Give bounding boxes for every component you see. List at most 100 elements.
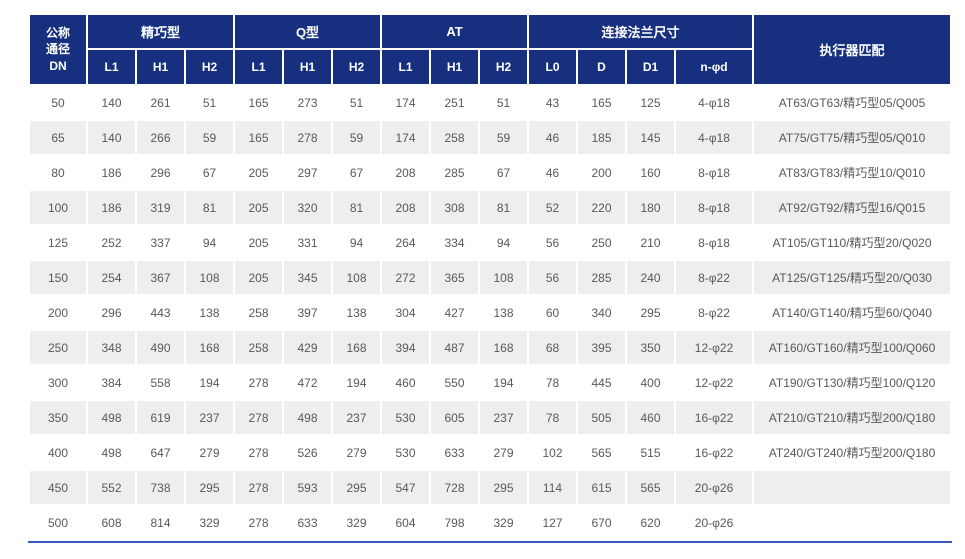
table-row: 200 296 443 138 258 397 138 304 427 138 60 340 295 8-… — [30, 296, 951, 329]
table-row: 350 498 619 237 278 498 237 530 605 237 78 505 460 16… — [30, 401, 951, 434]
value-cell: 490 — [137, 331, 184, 364]
table-row: 65 140 266 59 165 278 59 174 258 59 46 185 145 4-φ18 A… — [30, 121, 951, 154]
value-cell: 81 — [480, 191, 527, 224]
value-cell: 194 — [333, 366, 380, 399]
value-cell: 138 — [186, 296, 233, 329]
value-cell: 526 — [284, 436, 331, 469]
value-cell: 728 — [431, 471, 478, 504]
value-cell: 498 — [284, 401, 331, 434]
header-group-jingqiao: 精巧型 — [88, 15, 233, 48]
value-cell: 320 — [284, 191, 331, 224]
value-cell: 279 — [333, 436, 380, 469]
actuator-cell: AT160/GT160/精巧型100/Q060 — [754, 331, 951, 364]
value-cell: 304 — [382, 296, 429, 329]
value-cell: 208 — [382, 156, 429, 189]
value-cell: 605 — [431, 401, 478, 434]
value-cell: 67 — [480, 156, 527, 189]
value-cell: 237 — [333, 401, 380, 434]
table-row: 500 608 814 329 278 633 329 604 798 329 127 670 620 2… — [30, 506, 951, 539]
value-cell: 205 — [235, 226, 282, 259]
value-cell: 165 — [235, 86, 282, 119]
value-cell: 348 — [88, 331, 135, 364]
header-jingqiao-h1: H1 — [137, 50, 184, 84]
value-cell: 296 — [88, 296, 135, 329]
value-cell: 145 — [627, 121, 674, 154]
actuator-cell: AT190/GT130/精巧型100/Q120 — [754, 366, 951, 399]
value-cell: 329 — [480, 506, 527, 539]
value-cell: 8-φ18 — [676, 191, 753, 224]
value-cell: 205 — [235, 191, 282, 224]
header-group-row: 公称 通径 DN 精巧型 Q型 AT 连接法兰尺寸 执行器匹配 — [30, 15, 951, 84]
value-cell: 4-φ18 — [676, 121, 753, 154]
header-at-h1: H1 — [431, 50, 478, 84]
value-cell: 272 — [382, 261, 429, 294]
table-header: 公称 通径 DN 精巧型 Q型 AT 连接法兰尺寸 执行器匹配 L1 H1 H2… — [30, 15, 951, 84]
value-cell: 334 — [431, 226, 478, 259]
value-cell: 67 — [186, 156, 233, 189]
value-cell: 140 — [88, 121, 135, 154]
actuator-cell: AT105/GT110/精巧型20/Q020 — [754, 226, 951, 259]
value-cell: 394 — [382, 331, 429, 364]
header-group-q-type: Q型 — [235, 15, 380, 48]
dn-cell: 100 — [30, 191, 86, 224]
value-cell: 472 — [284, 366, 331, 399]
value-cell: 429 — [284, 331, 331, 364]
value-cell: 296 — [137, 156, 184, 189]
value-cell: 273 — [284, 86, 331, 119]
value-cell: 258 — [431, 121, 478, 154]
value-cell: 350 — [627, 331, 674, 364]
table-body: 50 140 261 51 165 273 51 174 251 51 43 165 125 4-φ18 A… — [30, 86, 951, 539]
dn-cell: 200 — [30, 296, 86, 329]
value-cell: 56 — [529, 261, 576, 294]
value-cell: 174 — [382, 86, 429, 119]
value-cell: 615 — [578, 471, 625, 504]
value-cell: 604 — [382, 506, 429, 539]
value-cell: 565 — [578, 436, 625, 469]
header-flange-d: D — [578, 50, 625, 84]
dn-cell: 350 — [30, 401, 86, 434]
value-cell: 278 — [235, 401, 282, 434]
value-cell: 266 — [137, 121, 184, 154]
value-cell: 278 — [235, 471, 282, 504]
header-flange-d1: D1 — [627, 50, 674, 84]
dn-cell: 125 — [30, 226, 86, 259]
value-cell: 102 — [529, 436, 576, 469]
actuator-cell: AT210/GT210/精巧型200/Q180 — [754, 401, 951, 434]
value-cell: 12-φ22 — [676, 366, 753, 399]
value-cell: 498 — [88, 436, 135, 469]
value-cell: 814 — [137, 506, 184, 539]
actuator-cell: AT63/GT63/精巧型05/Q005 — [754, 86, 951, 119]
value-cell: 633 — [284, 506, 331, 539]
actuator-cell: AT125/GT125/精巧型20/Q030 — [754, 261, 951, 294]
value-cell: 165 — [235, 121, 282, 154]
value-cell: 633 — [431, 436, 478, 469]
value-cell: 108 — [333, 261, 380, 294]
dn-cell: 500 — [30, 506, 86, 539]
header-sub-row: L1 H1 H2 L1 H1 H2 L1 H1 H2 L0 D D1 n-φd — [30, 50, 950, 84]
value-cell: 285 — [431, 156, 478, 189]
table-row: 250 348 490 168 258 429 168 394 487 168 68 395 350 12… — [30, 331, 951, 364]
value-cell: 278 — [235, 366, 282, 399]
value-cell: 8-φ18 — [676, 156, 753, 189]
value-cell: 8-φ18 — [676, 226, 753, 259]
valve-spec-table-container: 公称 通径 DN 精巧型 Q型 AT 连接法兰尺寸 执行器匹配 L1 H1 H2… — [28, 13, 953, 543]
value-cell: 251 — [431, 86, 478, 119]
value-cell: 345 — [284, 261, 331, 294]
value-cell: 94 — [186, 226, 233, 259]
value-cell: 114 — [529, 471, 576, 504]
value-cell: 200 — [578, 156, 625, 189]
value-cell: 174 — [382, 121, 429, 154]
value-cell: 138 — [333, 296, 380, 329]
value-cell: 250 — [578, 226, 625, 259]
value-cell: 168 — [333, 331, 380, 364]
value-cell: 46 — [529, 121, 576, 154]
value-cell: 261 — [137, 86, 184, 119]
value-cell: 185 — [578, 121, 625, 154]
value-cell: 210 — [627, 226, 674, 259]
value-cell: 319 — [137, 191, 184, 224]
value-cell: 278 — [284, 121, 331, 154]
value-cell: 94 — [480, 226, 527, 259]
value-cell: 498 — [88, 401, 135, 434]
actuator-cell: AT83/GT83/精巧型10/Q010 — [754, 156, 951, 189]
table-row: 450 552 738 295 278 593 295 547 728 295 114 615 565 2… — [30, 471, 951, 504]
